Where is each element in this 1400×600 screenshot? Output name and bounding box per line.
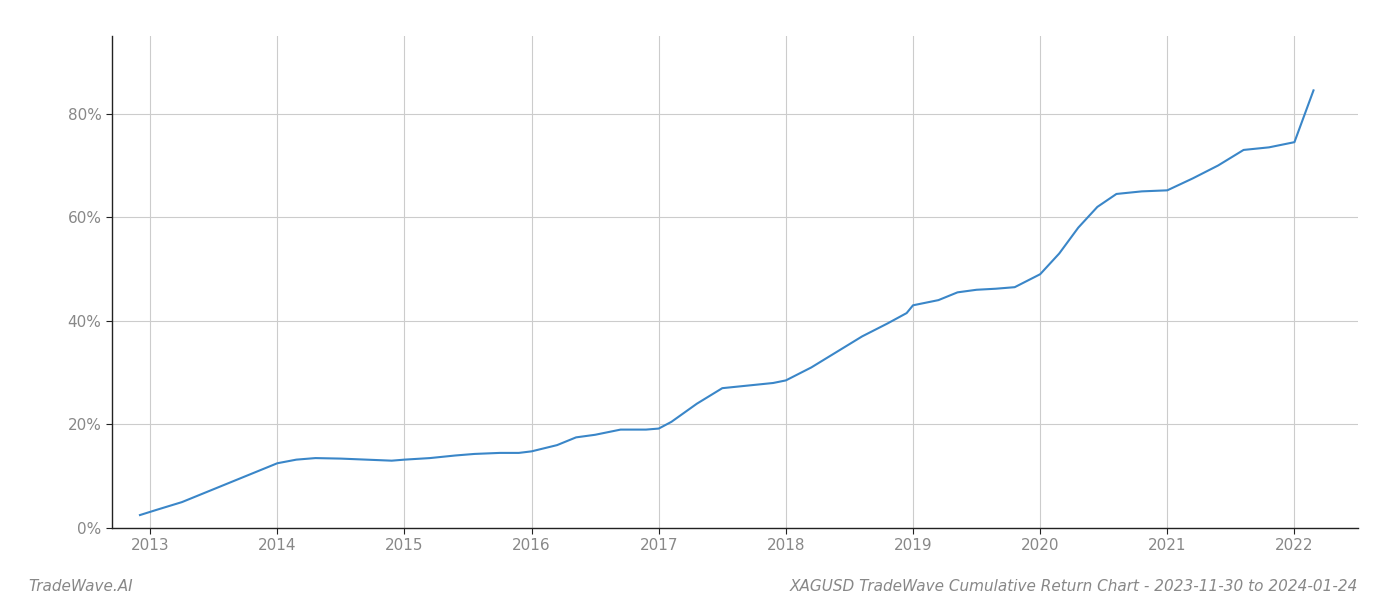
Text: TradeWave.AI: TradeWave.AI (28, 579, 133, 594)
Text: XAGUSD TradeWave Cumulative Return Chart - 2023-11-30 to 2024-01-24: XAGUSD TradeWave Cumulative Return Chart… (790, 579, 1358, 594)
